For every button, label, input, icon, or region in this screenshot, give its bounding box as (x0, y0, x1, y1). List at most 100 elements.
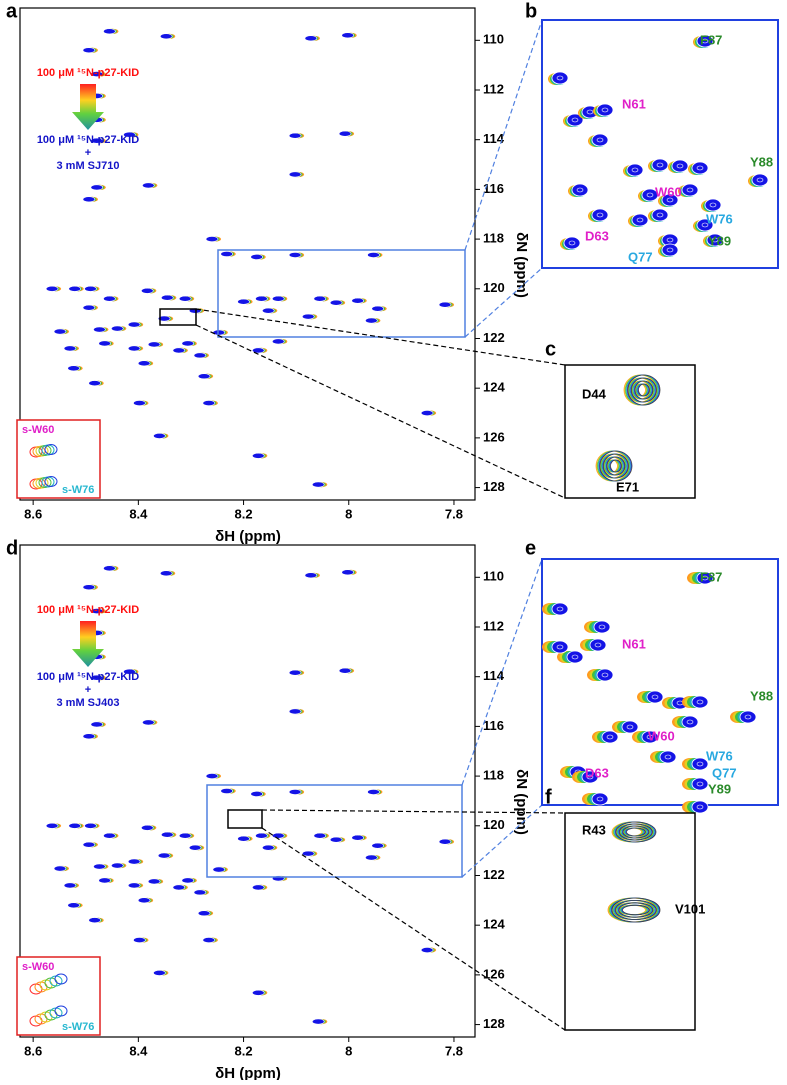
y-tick-label: 112 (483, 618, 504, 633)
zoom-peak (641, 188, 659, 202)
peak (157, 315, 171, 322)
peak (212, 866, 226, 873)
peak (311, 1018, 325, 1025)
zoom-peak-core (656, 212, 664, 218)
y-tick-label: 116 (483, 181, 504, 196)
peak (261, 307, 275, 314)
peak (288, 669, 302, 676)
zoom-contour (606, 456, 626, 476)
zoom-peak (626, 163, 644, 177)
zoom-peak-core (596, 137, 604, 143)
inset-label: s-W60 (22, 424, 54, 436)
x-tick-label: 8 (345, 506, 352, 521)
zoom-peak-core (596, 796, 604, 802)
peak (147, 878, 161, 885)
peak (90, 137, 104, 144)
zoom-peak-core (666, 197, 674, 203)
peak (420, 410, 434, 416)
zoom-peak-core (636, 217, 644, 223)
zoom-peak-core (594, 642, 602, 648)
residue-label: D63 (585, 228, 609, 243)
zoom-contour (638, 383, 650, 397)
inset-label: s-W76 (62, 1021, 94, 1033)
zoom-peak-core (576, 187, 584, 193)
zoom-peak (571, 183, 589, 197)
x-tick-label: 8.4 (129, 506, 148, 521)
zoom-peak-core (696, 761, 704, 767)
zoom-peak-core (696, 165, 704, 171)
zoom-peak-core (686, 187, 694, 193)
peak (178, 832, 192, 839)
bound-label: 100 μM ¹⁵N-p27-KID (37, 134, 139, 146)
peak (172, 884, 186, 891)
zoom-peak (739, 710, 757, 724)
peak (251, 989, 265, 996)
peak (142, 719, 155, 726)
peak (329, 836, 343, 843)
zoom-peak-core (571, 117, 579, 123)
x-tick-label: 7.8 (445, 506, 463, 521)
peak (288, 789, 302, 795)
zoom-peak (596, 668, 614, 682)
zoom-contour (627, 374, 661, 406)
peak (157, 852, 171, 859)
zoom-connector (195, 324, 566, 499)
peak (88, 380, 101, 387)
peak (82, 304, 96, 311)
peak (63, 882, 77, 889)
peak (220, 788, 234, 794)
zoom-peak (706, 233, 724, 247)
residue-label: Y89 (708, 781, 731, 796)
peak (123, 668, 136, 675)
peak (45, 285, 59, 292)
x-axis-label: δH (ppm) (215, 1065, 281, 1080)
y-tick-label: 114 (483, 668, 505, 683)
zoom-peak-core (586, 774, 594, 780)
zoom-connector (195, 308, 566, 366)
zoom-peak-core (696, 804, 704, 810)
residue-label: N61 (622, 96, 646, 111)
zoom-peak-core (586, 109, 594, 115)
peak (365, 317, 378, 324)
x-tick-label: 8.6 (24, 506, 42, 521)
zoom-contour (631, 377, 657, 403)
peak (140, 287, 154, 294)
zoom-frame (541, 558, 779, 806)
residue-label: N61 (622, 636, 646, 651)
zoom-peak-core (656, 162, 664, 168)
zoom-peak-core (696, 781, 704, 787)
y-tick-label: 124 (483, 380, 505, 395)
x-tick-label: 8.2 (235, 1043, 253, 1058)
peak (338, 130, 352, 137)
peak (351, 297, 364, 304)
peak (84, 285, 97, 292)
zoom-region (217, 249, 466, 338)
inset-peak (54, 1005, 68, 1017)
peak (82, 733, 96, 740)
x-tick-label: 7.8 (445, 1043, 463, 1058)
peak (153, 432, 166, 439)
residue-label: Q77 (628, 249, 653, 264)
zoom-peak-core (631, 167, 639, 173)
peak (153, 969, 166, 976)
zoom-peak (591, 208, 609, 222)
panel: a 8.6 8.4 8.2 8 7.8 110 112 114 116 118 120 122 124 12… (6, 0, 779, 545)
peak (68, 285, 82, 292)
zoom-region (206, 784, 463, 878)
zoom-peak-core (701, 222, 709, 228)
y-axis-label: δN (ppm) (513, 769, 530, 835)
peak (133, 400, 146, 406)
zoom-contour (622, 825, 650, 839)
peak (159, 33, 173, 40)
zoom-contour (603, 453, 629, 479)
peak (288, 252, 302, 258)
bound-label: 100 μM ¹⁵N-p27-KID (37, 671, 139, 683)
y-tick-label: 124 (483, 917, 505, 932)
peak (193, 352, 207, 359)
zoom-connector (464, 19, 543, 251)
zoom-peak (751, 173, 769, 187)
peak (82, 841, 96, 848)
zoom-peak (651, 208, 669, 222)
peak (84, 822, 97, 829)
peak (82, 47, 96, 54)
